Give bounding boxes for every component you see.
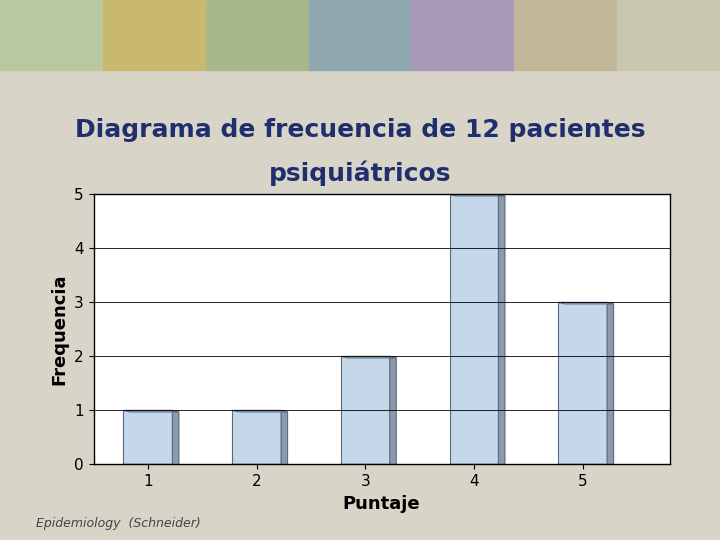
- X-axis label: Puntaje: Puntaje: [343, 495, 420, 512]
- Polygon shape: [124, 410, 179, 412]
- Text: Epidemiology  (Schneider): Epidemiology (Schneider): [36, 516, 201, 530]
- Polygon shape: [390, 356, 396, 466]
- Bar: [411, 0, 514, 70]
- Bar: [103, 0, 206, 70]
- Y-axis label: Frequencia: Frequencia: [50, 274, 68, 385]
- Polygon shape: [449, 464, 505, 466]
- Polygon shape: [449, 194, 505, 196]
- Polygon shape: [232, 410, 287, 412]
- Polygon shape: [172, 410, 179, 466]
- Polygon shape: [558, 464, 613, 466]
- Text: psiquiátricos: psiquiátricos: [269, 160, 451, 186]
- Polygon shape: [341, 356, 396, 358]
- Polygon shape: [498, 194, 505, 466]
- Polygon shape: [232, 464, 287, 466]
- Polygon shape: [124, 464, 179, 466]
- Bar: [309, 0, 411, 70]
- Polygon shape: [341, 356, 390, 464]
- Polygon shape: [232, 410, 281, 464]
- Polygon shape: [281, 410, 287, 466]
- Polygon shape: [124, 410, 172, 464]
- Polygon shape: [558, 302, 613, 304]
- Polygon shape: [341, 464, 396, 466]
- Bar: [206, 0, 309, 70]
- Text: Diagrama de frecuencia de 12 pacientes: Diagrama de frecuencia de 12 pacientes: [75, 118, 645, 141]
- Polygon shape: [558, 302, 607, 464]
- Polygon shape: [449, 194, 498, 464]
- Polygon shape: [607, 302, 613, 466]
- Bar: [617, 0, 720, 70]
- Bar: [514, 0, 617, 70]
- Bar: [0, 0, 103, 70]
